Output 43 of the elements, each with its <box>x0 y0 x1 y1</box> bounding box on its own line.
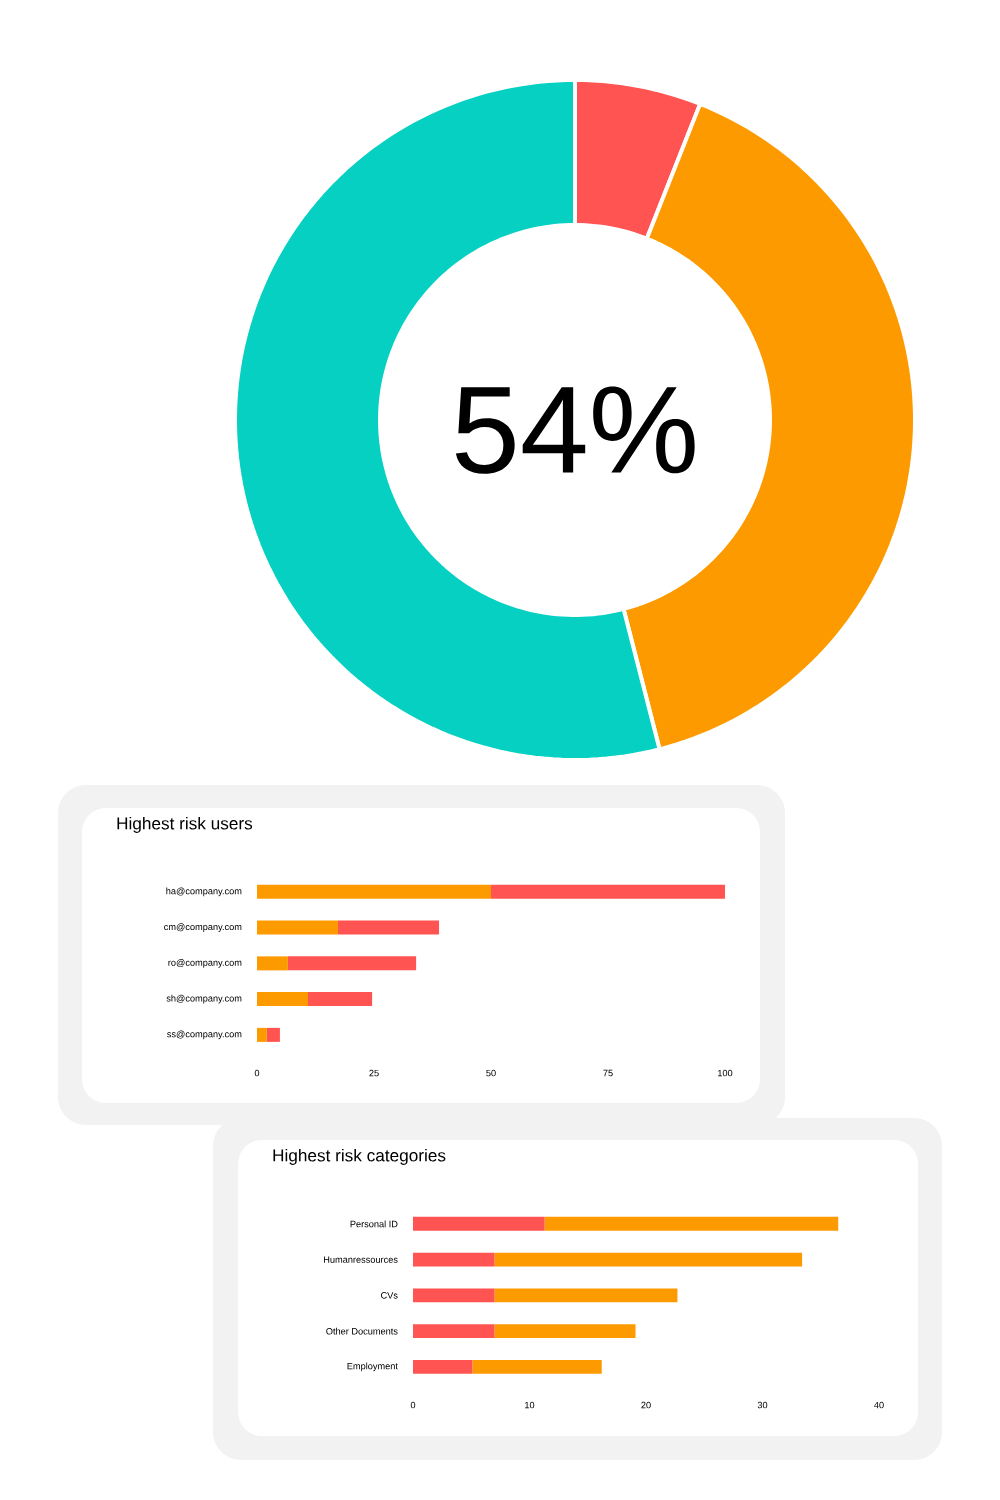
y-tick-label: Other Documents <box>326 1327 398 1335</box>
bar <box>413 1252 495 1267</box>
bar <box>494 1324 636 1339</box>
bar <box>257 992 309 1007</box>
bar <box>257 920 338 935</box>
bar <box>413 1288 495 1303</box>
x-tick-label: 20 <box>641 1401 651 1409</box>
y-tick-label: ss@company.com <box>167 1030 242 1040</box>
bar <box>491 884 725 899</box>
y-tick-label: Humanressources <box>324 1256 398 1263</box>
x-tick-label: 30 <box>757 1401 768 1409</box>
bar <box>257 1027 267 1042</box>
bar <box>413 1324 495 1339</box>
text: 54% <box>455 386 695 474</box>
y-tick-label: Personal ID <box>350 1220 398 1228</box>
x-tick-label: 50 <box>486 1069 496 1077</box>
x-tick-label: 40 <box>874 1401 884 1409</box>
bar <box>413 1359 473 1374</box>
x-tick-label: 75 <box>603 1069 613 1077</box>
bar <box>257 884 491 899</box>
bar <box>287 956 417 971</box>
bar <box>257 956 288 971</box>
y-tick-label: ro@company.com <box>168 959 242 968</box>
bar <box>544 1216 839 1231</box>
y-tick-label: sh@company.com <box>166 994 242 1004</box>
bar <box>266 1027 280 1042</box>
bar <box>337 920 440 935</box>
x-tick-label: 10 <box>525 1401 535 1409</box>
x-tick-label: 100 <box>718 1069 733 1077</box>
y-tick-label: CVs <box>381 1292 398 1299</box>
x-tick-label: 0 <box>254 1069 260 1077</box>
bar <box>472 1359 602 1374</box>
y-tick-label: cm@company.com <box>164 923 242 932</box>
chart-title: Highest risk categories <box>273 1148 446 1165</box>
bar <box>494 1252 803 1267</box>
bar <box>308 992 373 1007</box>
y-tick-label: ha@company.com <box>166 887 242 897</box>
bar <box>413 1216 545 1231</box>
bar <box>494 1288 678 1303</box>
x-tick-label: 25 <box>369 1069 379 1077</box>
chart-title: Highest risk users <box>117 816 253 833</box>
y-tick-label: Employment <box>347 1362 398 1372</box>
x-tick-label: 0 <box>410 1401 416 1409</box>
